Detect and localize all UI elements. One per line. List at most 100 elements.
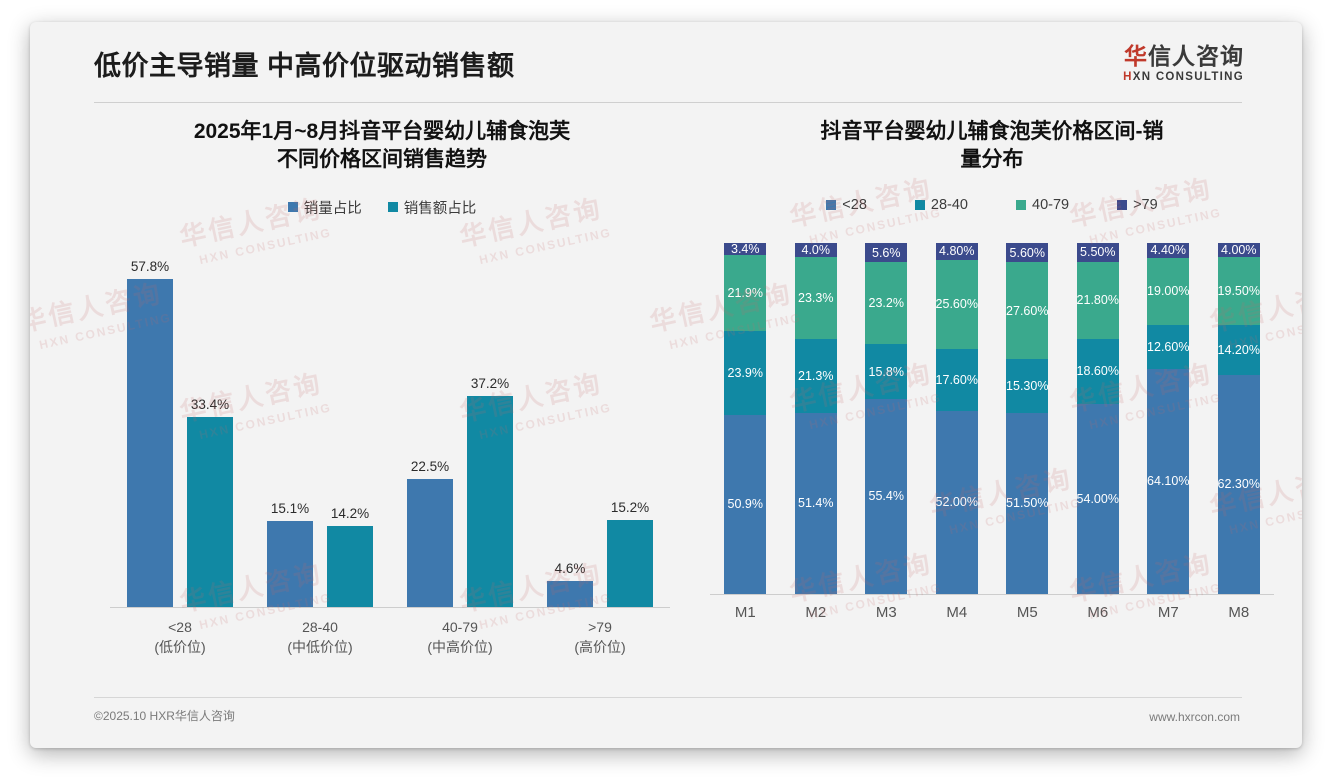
bar-value-label: 33.4% bbox=[190, 397, 230, 413]
logo-chinese-accent: 华 bbox=[1124, 43, 1148, 69]
bar->79-销售额占比[interactable]: 15.2% bbox=[607, 238, 653, 607]
stack-column-M6: 5.50% 21.80% 18.60% 54.00% bbox=[1063, 242, 1134, 594]
right-chart-panel: 抖音平台婴幼儿辅食泡芙价格区间-销 量分布 <28 28-40 40-79 >79 3… bbox=[702, 118, 1282, 698]
stack-segment-M4->79: 4.80% bbox=[935, 242, 978, 260]
stack-segment-label: 21.3% bbox=[798, 368, 834, 383]
stack-segment-M2->79: 4.0% bbox=[794, 242, 837, 257]
stack-segment-M8-40-79: 19.50% bbox=[1217, 256, 1260, 326]
x-tick-label: <28 bbox=[168, 618, 192, 635]
left-chart-legend-item-0[interactable]: 销量占比 bbox=[287, 197, 362, 218]
bar-rect bbox=[267, 520, 313, 607]
x-tick-M6: M6 bbox=[1087, 603, 1109, 621]
bar-<28-销售额占比[interactable]: 33.4% bbox=[187, 238, 233, 607]
legend-label: 40-79 bbox=[1032, 196, 1070, 213]
x-tick-<28: <28 (低价位) bbox=[110, 617, 250, 658]
stack-segment-label: 14.20% bbox=[1217, 343, 1260, 358]
x-tick->79: >79 (高价位) bbox=[530, 617, 670, 658]
bar-value-label: 14.2% bbox=[330, 506, 370, 522]
x-tick-M5: M5 bbox=[1016, 603, 1038, 621]
left-chart-title-line1: 2025年1月~8月抖音平台婴幼儿辅食泡芙 bbox=[193, 120, 571, 143]
bar-rect bbox=[607, 520, 653, 607]
stack-segment-M2-28-40: 21.3% bbox=[794, 338, 837, 414]
x-tick-M1: M1 bbox=[734, 603, 756, 621]
stack-segment-M3->79: 5.6% bbox=[865, 242, 908, 263]
bar-<28-销量占比[interactable]: 57.8% bbox=[127, 238, 173, 607]
left-chart-legend-item-1[interactable]: 销售额占比 bbox=[387, 197, 476, 218]
right-chart-legend-item-2[interactable]: 40-79 bbox=[1016, 197, 1069, 213]
legend-swatch-icon bbox=[387, 202, 398, 213]
stack-segment-label: 54.00% bbox=[1076, 491, 1119, 506]
stack-segment-label: 27.60% bbox=[1006, 303, 1049, 318]
stack-segment-label: 19.50% bbox=[1217, 283, 1260, 298]
stack-segment-M2-<28: 51.4% bbox=[794, 413, 837, 594]
stacked-bar-M3[interactable]: 5.6% 23.2% 15.8% 55.4% bbox=[865, 242, 908, 594]
legend-label: 销量占比 bbox=[303, 200, 362, 217]
stacked-bar-M1[interactable]: 3.4% 21.9% 23.9% 50.9% bbox=[724, 241, 767, 594]
stacked-bar-M7[interactable]: 4.40% 19.00% 12.60% 64.10% bbox=[1147, 242, 1190, 594]
stack-segment-M5-28-40: 15.30% bbox=[1006, 359, 1048, 413]
stacked-bar-M6[interactable]: 5.50% 21.80% 18.60% 54.00% bbox=[1076, 242, 1119, 594]
stack-segment-label: 3.4% bbox=[731, 241, 760, 256]
logo-chinese: 华信人咨询 bbox=[1123, 44, 1244, 68]
stack-segment-label: 51.50% bbox=[1006, 496, 1049, 511]
x-tick-label: >79 bbox=[588, 618, 612, 635]
stack-segment-label: 55.4% bbox=[868, 489, 904, 504]
bar-28-40-销售额占比[interactable]: 14.2% bbox=[327, 238, 373, 607]
x-tick-label: 28-40 bbox=[302, 618, 338, 635]
left-chart-legend: 销量占比 销售额占比 bbox=[82, 197, 682, 218]
stack-segment-M4-28-40: 17.60% bbox=[936, 349, 978, 412]
bar-rect bbox=[327, 526, 373, 607]
legend-label: >79 bbox=[1133, 196, 1158, 213]
left-chart-title: 2025年1月~8月抖音平台婴幼儿辅食泡芙 不同价格区间销售趋势 bbox=[106, 118, 658, 175]
stack-segment-M6-40-79: 21.80% bbox=[1077, 262, 1119, 339]
stack-segment-label: 18.60% bbox=[1076, 364, 1119, 379]
stack-segment-label: 23.2% bbox=[868, 296, 904, 311]
stack-segment-label: 25.60% bbox=[935, 297, 978, 312]
footer-divider bbox=[94, 697, 1242, 698]
stack-segment-M6->79: 5.50% bbox=[1076, 242, 1119, 263]
stack-segment-M3-<28: 55.4% bbox=[865, 399, 908, 594]
stack-segment-label: 15.8% bbox=[868, 364, 904, 379]
legend-swatch-icon bbox=[1016, 199, 1026, 210]
stack-segment-M7-<28: 64.10% bbox=[1147, 368, 1189, 594]
stack-segment-label: 21.9% bbox=[727, 286, 763, 300]
right-chart-legend-item-3[interactable]: >79 bbox=[1117, 197, 1158, 213]
bar-group-28-40: 15.1% 14.2% bbox=[250, 238, 390, 607]
stack-segment-label: 50.9% bbox=[727, 497, 763, 512]
stacked-bar-M8[interactable]: 4.00% 19.50% 14.20% 62.30% bbox=[1217, 242, 1260, 594]
bar->79-销量占比[interactable]: 4.6% bbox=[547, 238, 593, 607]
logo-chinese-rest: 信人咨询 bbox=[1148, 43, 1244, 69]
bar-28-40-销量占比[interactable]: 15.1% bbox=[267, 238, 313, 607]
x-tick-M3: M3 bbox=[875, 603, 897, 621]
legend-swatch-icon bbox=[914, 199, 925, 210]
stack-segment-label: 62.30% bbox=[1217, 477, 1260, 492]
bar-40-79-销售额占比[interactable]: 37.2% bbox=[467, 238, 513, 607]
stack-segment-label: 12.60% bbox=[1147, 339, 1190, 354]
right-chart-legend-item-0[interactable]: <28 bbox=[826, 197, 867, 213]
stack-segment-label: 21.80% bbox=[1076, 293, 1119, 308]
stack-segment-M3-40-79: 23.2% bbox=[865, 262, 908, 344]
right-chart-title: 抖音平台婴幼儿辅食泡芙价格区间-销 量分布 bbox=[726, 118, 1258, 175]
stack-segment-M7-28-40: 12.60% bbox=[1147, 324, 1190, 369]
stacked-bar-M4[interactable]: 4.80% 25.60% 17.60% 52.00% bbox=[935, 242, 978, 594]
stack-column-M7: 4.40% 19.00% 12.60% 64.10% bbox=[1133, 242, 1204, 594]
right-chart-legend-item-1[interactable]: 28-40 bbox=[914, 196, 968, 213]
x-tick-M7: M7 bbox=[1157, 603, 1179, 621]
legend-label: 28-40 bbox=[930, 196, 968, 213]
stack-segment-M2-40-79: 23.3% bbox=[794, 256, 837, 339]
stacked-bar-M2[interactable]: 4.0% 23.3% 21.3% 51.4% bbox=[794, 242, 837, 594]
stacked-bar-M5[interactable]: 5.60% 27.60% 15.30% 51.50% bbox=[1006, 242, 1049, 594]
legend-swatch-icon bbox=[1117, 199, 1128, 210]
bar-group-40-79: 22.5% 37.2% bbox=[390, 238, 530, 607]
stack-segment-label: 23.9% bbox=[727, 366, 763, 381]
bar-40-79-销量占比[interactable]: 22.5% bbox=[407, 238, 453, 607]
x-tick-M4: M4 bbox=[946, 603, 968, 621]
bar-group-<28: 57.8% 33.4% bbox=[110, 238, 250, 607]
x-tick-label: 40-79 bbox=[442, 618, 478, 635]
bar-value-label: 22.5% bbox=[410, 458, 450, 474]
right-chart-title-line1: 抖音平台婴幼儿辅食泡芙价格区间-销 bbox=[820, 120, 1164, 143]
right-chart-legend: <28 28-40 40-79 >79 bbox=[702, 197, 1282, 213]
stack-segment-M8-28-40: 14.20% bbox=[1217, 325, 1260, 376]
stack-column-M2: 4.0% 23.3% 21.3% 51.4% bbox=[781, 242, 852, 594]
stack-segment-label: 5.60% bbox=[1009, 245, 1045, 260]
